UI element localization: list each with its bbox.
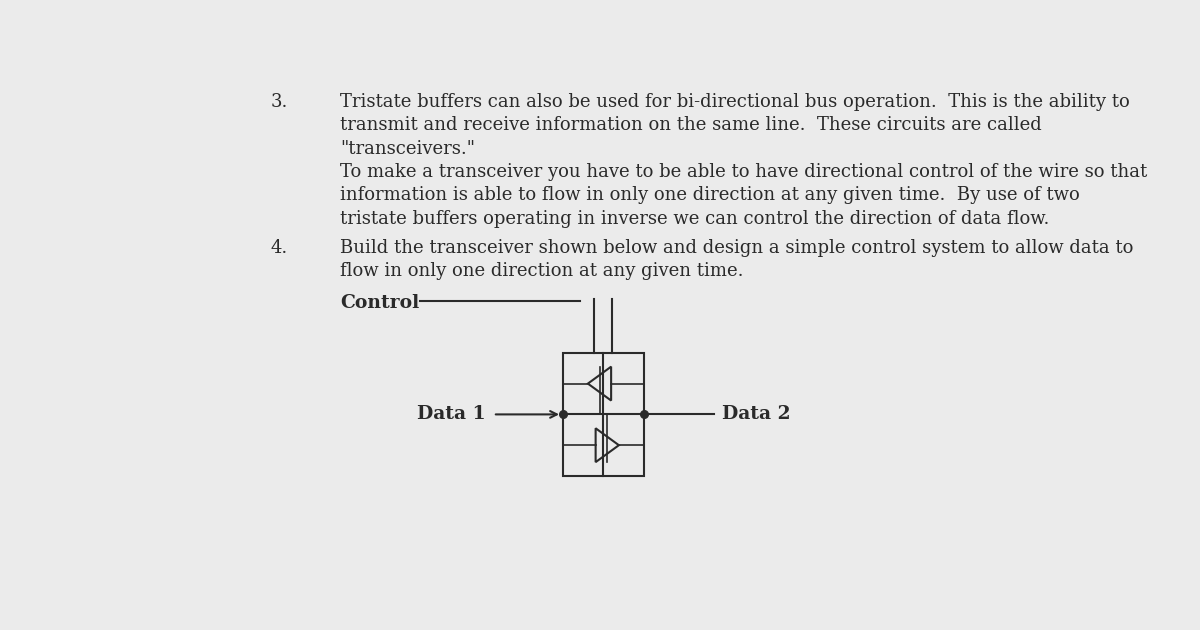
Text: "transceivers.": "transceivers." [340,139,475,158]
Bar [563,353,644,476]
Text: 4.: 4. [270,239,287,257]
Text: To make a transceiver you have to be able to have directional control of the wir: To make a transceiver you have to be abl… [340,163,1147,181]
Text: Data 1: Data 1 [416,405,485,423]
Text: flow in only one direction at any given time.: flow in only one direction at any given … [340,262,743,280]
Text: tristate buffers operating in inverse we can control the direction of data flow.: tristate buffers operating in inverse we… [340,210,1049,228]
Text: Data 2: Data 2 [721,405,790,423]
Text: information is able to flow in only one direction at any given time.  By use of : information is able to flow in only one … [340,186,1080,205]
Text: Tristate buffers can also be used for bi-directional bus operation.  This is the: Tristate buffers can also be used for bi… [340,93,1129,110]
Text: 3.: 3. [270,93,288,110]
Polygon shape [595,428,619,462]
Text: Control: Control [340,294,419,311]
Text: Build the transceiver shown below and design a simple control system to allow da: Build the transceiver shown below and de… [340,239,1133,257]
Polygon shape [588,367,611,401]
Text: transmit and receive information on the same line.  These circuits are called: transmit and receive information on the … [340,116,1042,134]
